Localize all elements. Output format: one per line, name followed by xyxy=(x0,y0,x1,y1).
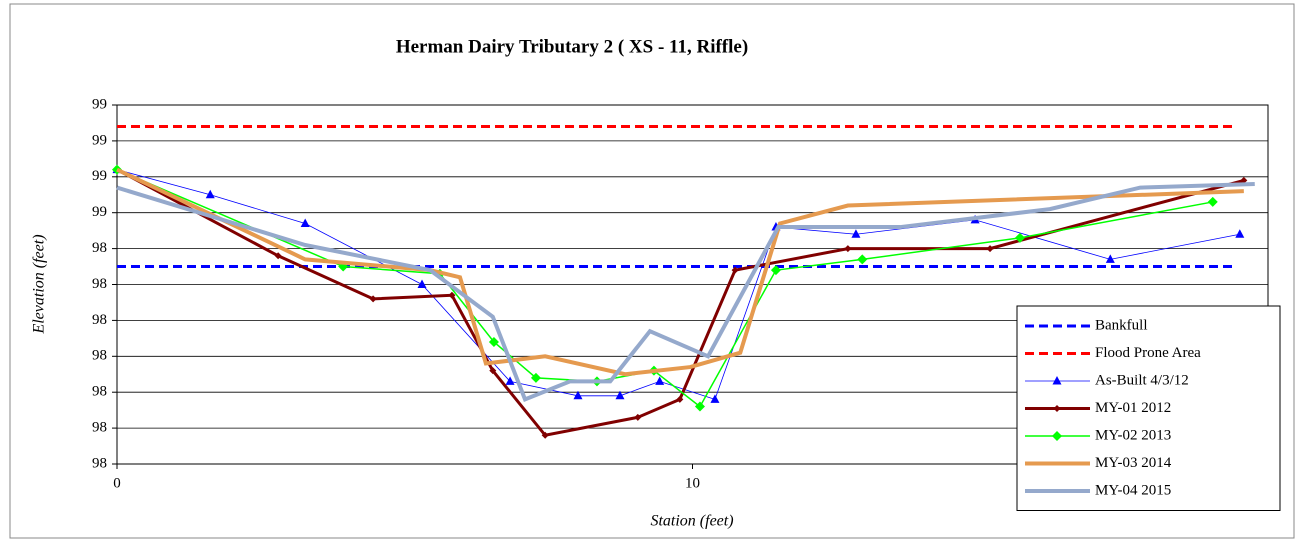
marker-triangle xyxy=(710,394,720,403)
marker-triangle xyxy=(300,218,310,227)
legend-label: MY-04 2015 xyxy=(1095,482,1171,498)
y-tick-label: 98 xyxy=(92,240,107,256)
legend-label: Bankfull xyxy=(1095,317,1148,333)
marker-triangle xyxy=(1052,376,1062,385)
marker-triangle xyxy=(615,390,625,400)
marker-diamond xyxy=(488,336,499,347)
marker-diamond xyxy=(676,395,684,403)
marker-diamond xyxy=(857,254,868,265)
marker-triangle xyxy=(851,229,861,238)
marker-triangle xyxy=(655,376,665,385)
marker-diamond xyxy=(541,431,549,439)
marker-diamond xyxy=(1240,176,1248,184)
chart-title: Herman Dairy Tributary 2 ( XS - 11, Riff… xyxy=(396,36,748,57)
series-line xyxy=(116,181,1255,402)
x-axis-title: Station (feet) xyxy=(650,513,733,530)
series-line xyxy=(116,168,1245,437)
y-axis-title: Elevation (feet) xyxy=(31,234,48,334)
marker-triangle xyxy=(505,376,515,385)
y-tick-label: 99 xyxy=(92,168,107,184)
y-tick-label: 98 xyxy=(92,455,107,471)
marker-diamond xyxy=(694,401,705,412)
marker-diamond xyxy=(1052,431,1062,441)
marker-triangle xyxy=(417,279,427,288)
y-tick-label: 98 xyxy=(92,276,107,292)
y-tick-label: 98 xyxy=(92,420,107,436)
marker-diamond xyxy=(530,372,541,383)
marker-diamond xyxy=(489,367,497,375)
y-tick-label: 98 xyxy=(92,312,107,328)
x-tick-label: 0 xyxy=(113,475,121,491)
legend-label: MY-01 2012 xyxy=(1095,400,1171,416)
y-tick-label: 98 xyxy=(92,348,107,364)
y-tick-label: 99 xyxy=(92,204,107,220)
marker-diamond xyxy=(844,245,852,253)
marker-triangle xyxy=(573,390,583,400)
legend-label: MY-03 2014 xyxy=(1095,455,1172,471)
legend-label: Flood Prone Area xyxy=(1095,345,1201,361)
marker-diamond xyxy=(1053,405,1061,412)
y-tick-label: 99 xyxy=(92,96,107,112)
marker-triangle xyxy=(1235,229,1245,238)
series-line xyxy=(116,167,1244,377)
marker-diamond xyxy=(986,245,994,253)
marker-diamond xyxy=(448,291,456,299)
legend-label: As-Built 4/3/12 xyxy=(1095,372,1189,388)
marker-triangle xyxy=(1105,254,1115,263)
marker-diamond xyxy=(1014,232,1025,243)
marker-diamond xyxy=(1207,196,1218,207)
marker-diamond xyxy=(731,266,739,274)
marker-triangle xyxy=(205,189,215,199)
legend-label: MY-02 2013 xyxy=(1095,427,1171,443)
marker-diamond xyxy=(634,413,642,421)
y-tick-label: 99 xyxy=(92,132,107,148)
marker-diamond xyxy=(770,265,781,276)
marker-diamond xyxy=(369,295,377,303)
marker-diamond xyxy=(274,252,282,260)
y-tick-label: 98 xyxy=(92,384,107,400)
x-tick-label: 10 xyxy=(685,475,700,491)
